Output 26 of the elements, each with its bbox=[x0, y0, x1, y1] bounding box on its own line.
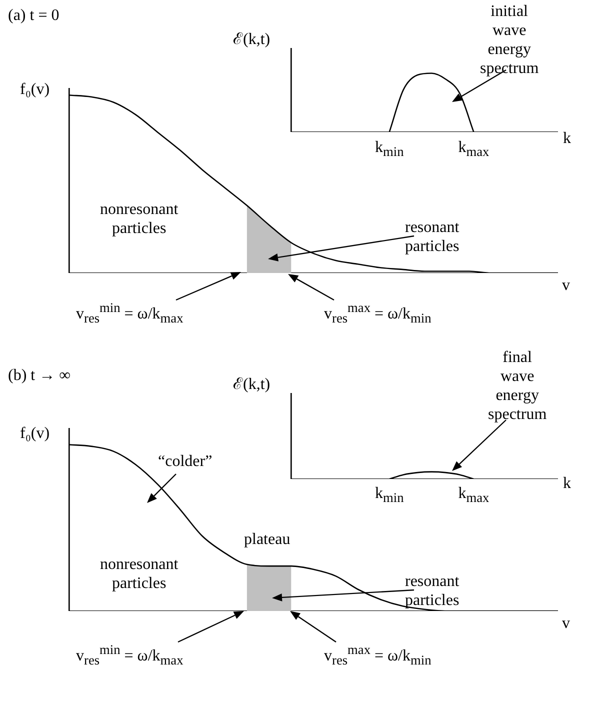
annotation: initial wave energy spectrum bbox=[480, 2, 539, 78]
x-tick-label: k$_{max}$ bbox=[458, 484, 490, 508]
chart-title: (b) t → ∞ bbox=[8, 366, 71, 385]
annotation: nonresonant particles bbox=[100, 555, 178, 593]
x-tick-label: k$_{min}$ bbox=[375, 138, 404, 162]
y-axis-title: f₀(v) bbox=[20, 80, 50, 99]
annotation: resonant particles bbox=[405, 572, 460, 610]
x-axis-title: k bbox=[563, 129, 571, 148]
y-axis-title: ℰ(k,t) bbox=[233, 375, 270, 394]
text: v$_{res}$$^{max}$ = ω/k$_{min}$ bbox=[324, 641, 432, 670]
text: final wave energy spectrum bbox=[488, 348, 547, 424]
text: v$_{res}$$^{max}$ = ω/k$_{min}$ bbox=[324, 299, 432, 328]
y-axis-title: f₀(v) bbox=[20, 424, 50, 443]
x-axis-title: v bbox=[562, 614, 570, 633]
chart-title: (a) t = 0 bbox=[8, 6, 60, 25]
annotation: “colder” bbox=[158, 452, 212, 471]
annotation: resonant particles bbox=[405, 218, 460, 256]
x-tick-label: k$_{min}$ bbox=[375, 484, 404, 508]
text: v$_{res}$$^{min}$ = ω/k$_{max}$ bbox=[76, 299, 184, 328]
annotation: plateau bbox=[244, 530, 290, 549]
x-axis-title: v bbox=[562, 276, 570, 295]
x-axis-title: k bbox=[563, 474, 571, 493]
text: v$_{res}$$^{min}$ = ω/k$_{max}$ bbox=[76, 641, 184, 670]
x-tick-label: k$_{max}$ bbox=[458, 138, 490, 162]
annotation: nonresonant particles bbox=[100, 200, 178, 238]
y-axis-title: ℰ(k,t) bbox=[233, 30, 270, 49]
